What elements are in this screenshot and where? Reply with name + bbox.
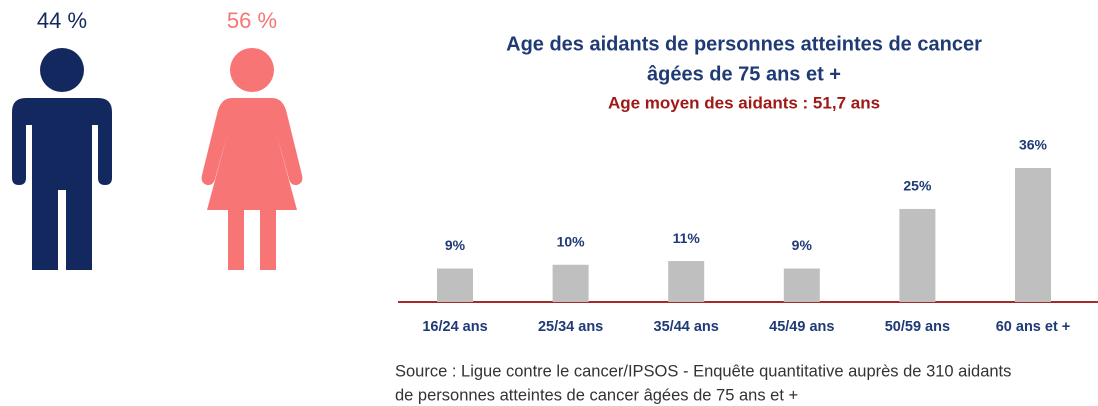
value-label: 56 %: [227, 8, 277, 33]
icon-body: [12, 98, 112, 270]
value-label: 25%: [903, 178, 932, 194]
bar: [899, 208, 936, 302]
source: Source : Ligue contre le cancer/IPSOS - …: [395, 362, 1011, 380]
source: de personnes atteintes de cancer âgées d…: [395, 386, 798, 404]
icon-head: [230, 48, 274, 92]
bar: [668, 261, 705, 302]
chart-subtitle: Age moyen des aidants : 51,7 ans: [608, 93, 880, 112]
x-tick-label: 45/49 ans: [769, 319, 834, 335]
chart-title: âgées de 75 ans et +: [647, 63, 841, 85]
x-tick-label: 50/59 ans: [885, 319, 950, 335]
icon-head: [40, 48, 84, 92]
x-tick-label: 25/34 ans: [538, 319, 603, 335]
person-icon: [12, 48, 112, 270]
value-label: 36%: [1019, 137, 1048, 153]
chart-title: Age des aidants de personnes atteintes d…: [506, 33, 982, 55]
value-label: 10%: [557, 233, 586, 249]
x-tick-label: 60 ans et +: [996, 319, 1071, 335]
person-icon: [201, 48, 303, 270]
bar: [552, 264, 589, 302]
icon-body: [201, 98, 303, 270]
value-label: 11%: [673, 230, 701, 246]
bar: [437, 268, 473, 302]
x-tick-label: 16/24 ans: [422, 319, 487, 335]
x-tick-label: 35/44 ans: [654, 319, 719, 335]
value-label: 44 %: [37, 8, 87, 33]
bar: [783, 268, 820, 302]
bar: [1015, 168, 1051, 302]
value-label: 9%: [445, 237, 466, 253]
value-label: 9%: [792, 237, 813, 253]
